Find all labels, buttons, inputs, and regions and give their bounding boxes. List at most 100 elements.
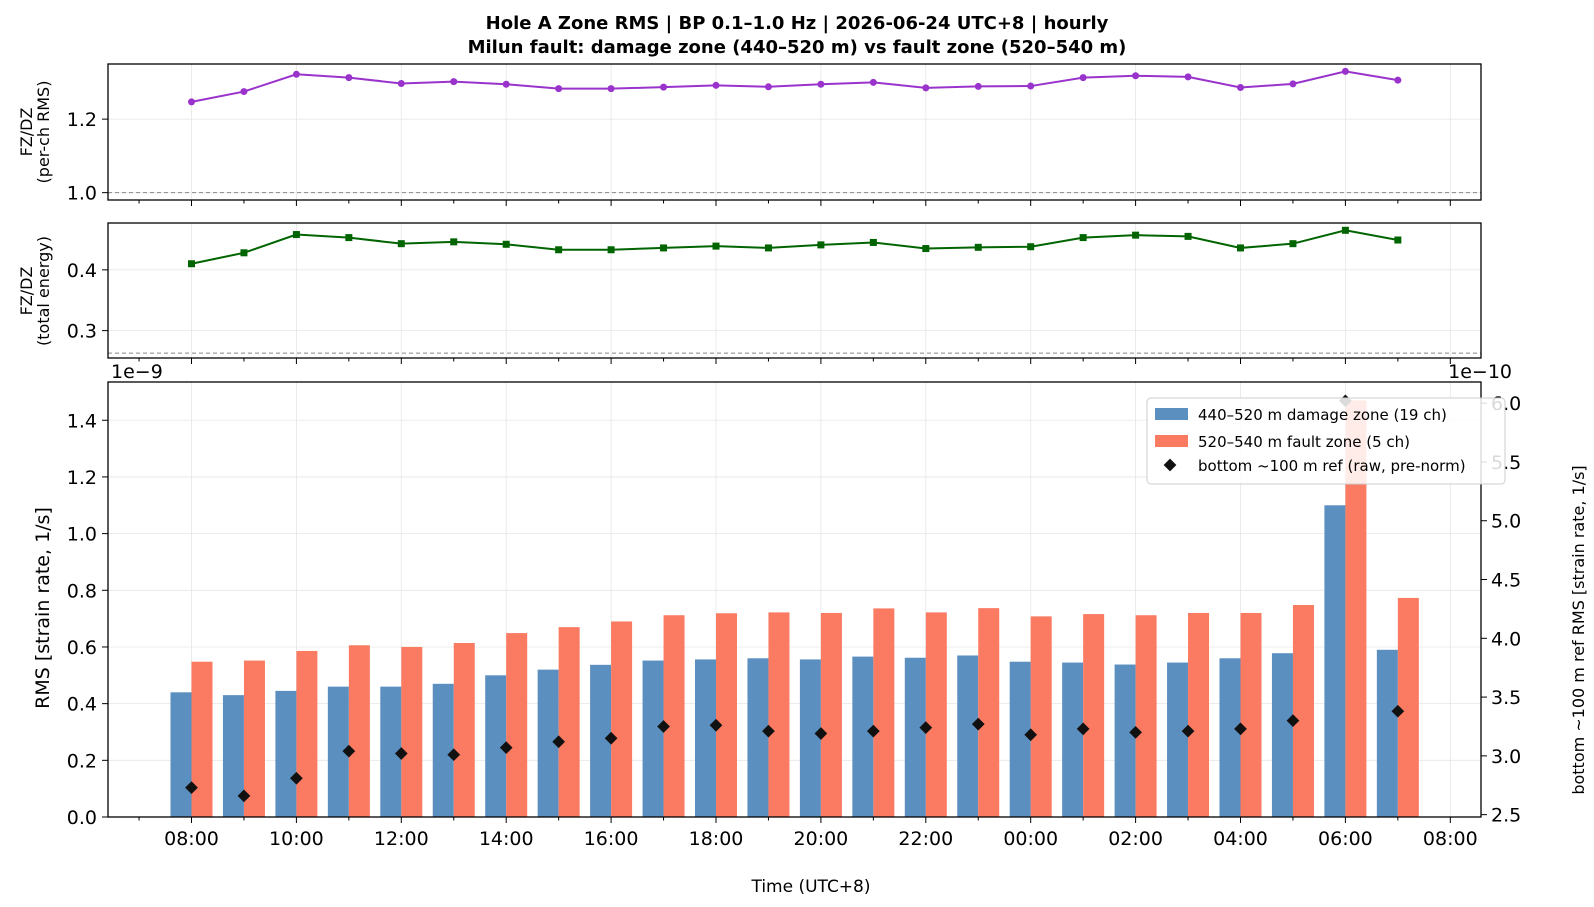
bar-panel-ylabel: RMS [strain rate, 1/s] (32, 507, 54, 709)
data-point (607, 246, 615, 254)
legend-frame (1146, 397, 1506, 485)
right-y-tick-label: 4.0 (1491, 628, 1521, 650)
data-point (1394, 76, 1402, 84)
data-point (397, 79, 405, 87)
data-point (240, 249, 248, 257)
data-point (712, 81, 720, 89)
right-y-tick-label: 3.0 (1491, 746, 1521, 768)
data-point (450, 78, 458, 86)
data-point (764, 83, 772, 91)
x-tick-label: 08:00 (1423, 828, 1478, 850)
bar-fault-zone (925, 612, 947, 817)
bar-damage-zone (380, 686, 402, 817)
series-line (191, 70, 1399, 103)
bar-damage-zone (1376, 649, 1398, 817)
data-point (922, 84, 930, 92)
bar-damage-zone (327, 686, 349, 817)
bar-fault-zone (1188, 612, 1210, 817)
right-offset-label: 1e−10 (1448, 361, 1512, 383)
data-point (974, 243, 982, 251)
legend: 440–520 m damage zone (19 ch) 520–540 m … (1146, 397, 1506, 485)
data-point (1394, 236, 1402, 244)
y-tick-label: 1.0 (67, 183, 97, 205)
data-point (450, 238, 458, 246)
data-point (292, 70, 300, 78)
bar-fault-zone (296, 650, 318, 817)
bar-damage-zone (852, 656, 874, 817)
bar-fault-zone (506, 633, 528, 817)
bar-panel-frame (107, 381, 1482, 818)
legend-swatch-damage-zone (1155, 408, 1188, 420)
x-tick-label: 06:00 (1318, 828, 1373, 850)
panel1-ylabel: FZ/DZ(per-ch RMS) (17, 81, 53, 184)
data-point (502, 80, 510, 88)
x-tick-label: 00:00 (1003, 828, 1058, 850)
bar-damage-zone (695, 659, 716, 817)
data-point (817, 241, 825, 249)
x-tick-label: 14:00 (479, 828, 534, 850)
bar-fault-zone (1397, 597, 1419, 817)
bar-fault-zone (191, 661, 213, 817)
bar-fault-zone (716, 613, 737, 817)
bar-damage-zone (1219, 658, 1241, 817)
data-point (922, 245, 930, 253)
data-point (1079, 234, 1087, 242)
legend-swatch-fault-zone (1155, 435, 1188, 447)
data-point (1027, 82, 1035, 90)
data-point (1027, 243, 1035, 251)
data-point (555, 85, 563, 93)
data-point (1184, 73, 1192, 81)
left-offset-label: 1e−9 (111, 361, 163, 383)
data-point (188, 260, 195, 268)
right-y-tick-label: 2.5 (1491, 805, 1521, 827)
bar-fault-zone (611, 621, 633, 817)
right-y-tick-label: 4.5 (1491, 570, 1521, 592)
bar-damage-zone (1114, 664, 1136, 817)
data-point (764, 244, 772, 252)
bar-damage-zone (904, 657, 926, 817)
chart-subtitle: Milun fault: damage zone (440–520 m) vs … (468, 37, 1127, 58)
panel2-ylabel: FZ/DZ(total energy) (17, 236, 53, 346)
y-tick-label: 0.2 (67, 750, 97, 772)
data-point (1289, 80, 1297, 88)
data-point (1237, 84, 1244, 92)
data-point (660, 83, 668, 91)
legend-label-damage-zone: 440–520 m damage zone (19 ch) (1198, 406, 1447, 424)
data-point (1341, 67, 1349, 75)
data-point (1079, 74, 1087, 82)
bar-fault-zone (401, 646, 423, 817)
legend-label-fault-zone: 520–540 m fault zone (5 ch) (1198, 433, 1410, 451)
bar-damage-zone (957, 655, 979, 817)
bar-fault-zone (820, 612, 842, 817)
data-point (345, 234, 353, 242)
data-point (292, 231, 300, 239)
data-point (555, 246, 563, 254)
x-tick-label: 10:00 (269, 828, 324, 850)
y-tick-label: 0.8 (67, 580, 97, 602)
right-y-tick-label: 5.0 (1491, 511, 1521, 533)
bar-fault-zone (558, 627, 580, 817)
bar-fault-zone (1135, 615, 1157, 817)
x-tick-label: 16:00 (584, 828, 639, 850)
x-tick-label: 22:00 (898, 828, 953, 850)
panel-frame (107, 63, 1482, 201)
bar-fault-zone (978, 608, 1000, 817)
bar-damage-zone (485, 675, 507, 817)
bar-damage-zone (642, 660, 664, 817)
bar-damage-zone (590, 664, 612, 817)
data-point (817, 80, 825, 88)
bar-damage-zone (1324, 505, 1346, 817)
data-point (712, 242, 720, 250)
x-tick-label: 08:00 (164, 828, 219, 850)
bar-fault-zone (453, 643, 475, 817)
bar-panel-right-ylabel: bottom ~100 m ref RMS [strain rate, 1/s] (1569, 465, 1588, 794)
bar-damage-zone (1167, 662, 1189, 817)
x-tick-label: 20:00 (794, 828, 849, 850)
bar-fault-zone (768, 612, 790, 817)
data-point (1237, 244, 1244, 252)
bar-fault-zone (873, 608, 895, 817)
data-point (397, 240, 405, 248)
series-line (191, 229, 1399, 265)
panel-frame (107, 222, 1482, 359)
